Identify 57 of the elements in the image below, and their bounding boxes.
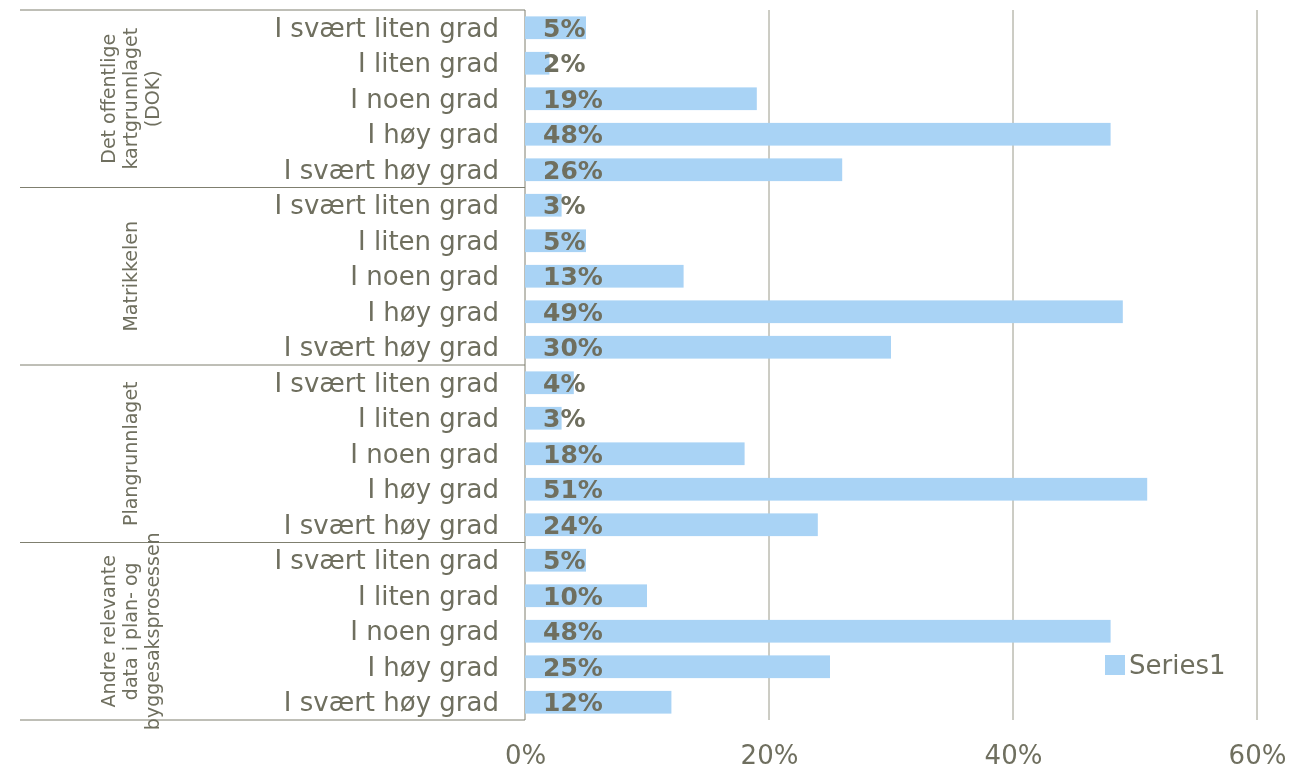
y-tick-label: I svært høy grad xyxy=(283,687,499,718)
bar xyxy=(525,513,818,537)
y-tick-label: I svært høy grad xyxy=(283,509,499,540)
data-label: 48% xyxy=(543,617,603,647)
data-label: 48% xyxy=(543,120,603,150)
bar xyxy=(525,300,1123,324)
data-label: 13% xyxy=(543,262,603,292)
data-label: 5% xyxy=(543,13,586,43)
y-tick-label: I liten grad xyxy=(358,403,499,434)
data-label: 24% xyxy=(543,510,603,540)
text: Plangrunnlaget xyxy=(118,381,141,527)
y-tick-label: I svært høy grad xyxy=(283,332,499,363)
y-tick-label: I svært liten grad xyxy=(274,190,499,221)
bar xyxy=(525,122,1111,146)
y-tick-label: I svært liten grad xyxy=(274,12,499,43)
bar xyxy=(525,335,891,359)
x-tick-label: 20% xyxy=(740,740,799,768)
y-tick-label: I liten grad xyxy=(358,580,499,611)
y-tick-label: I noen grad xyxy=(350,261,499,292)
y-tick-label: I liten grad xyxy=(358,48,499,79)
data-label: 10% xyxy=(543,581,603,611)
bar xyxy=(525,619,1111,643)
data-label: 19% xyxy=(543,84,603,114)
legend-label: Series1 xyxy=(1129,650,1226,681)
data-label: 2% xyxy=(543,49,586,79)
y-tick-label: I noen grad xyxy=(350,616,499,647)
data-label: 49% xyxy=(543,297,603,327)
data-label: 5% xyxy=(543,546,586,576)
data-label: 26% xyxy=(543,155,603,185)
bar xyxy=(525,655,830,679)
data-label: 3% xyxy=(543,191,586,221)
data-label: 51% xyxy=(543,475,603,505)
y-tick-label: I høy grad xyxy=(367,119,499,150)
bar xyxy=(525,477,1148,501)
y-tick-label: I svært liten grad xyxy=(274,545,499,576)
data-label: 30% xyxy=(543,333,603,363)
y-tick-label: I høy grad xyxy=(367,474,499,505)
x-tick-label: 40% xyxy=(984,740,1043,768)
data-label: 3% xyxy=(543,404,586,434)
data-label: 5% xyxy=(543,226,586,256)
text: Matrikkelen xyxy=(118,220,141,332)
text: Andre relevante data i plan- og byggesaksprosessen xyxy=(96,532,163,731)
y-tick-label: I liten grad xyxy=(358,225,499,256)
bar xyxy=(525,87,757,111)
data-label: 12% xyxy=(543,688,603,718)
y-tick-label: I noen grad xyxy=(350,438,499,469)
y-tick-label: I høy grad xyxy=(367,651,499,682)
x-tick-label: 60% xyxy=(1228,740,1287,768)
data-label: 25% xyxy=(543,652,603,682)
y-tick-label: I noen grad xyxy=(350,83,499,114)
x-tick-label: 0% xyxy=(504,740,547,768)
y-tick-label: I svært liten grad xyxy=(274,367,499,398)
data-label: 18% xyxy=(543,439,603,469)
text: Det offentlige kartgrunnlaget (DOK) xyxy=(96,27,163,170)
bar xyxy=(525,158,843,182)
y-tick-label: I svært høy grad xyxy=(283,154,499,185)
y-tick-label: I høy grad xyxy=(367,296,499,327)
